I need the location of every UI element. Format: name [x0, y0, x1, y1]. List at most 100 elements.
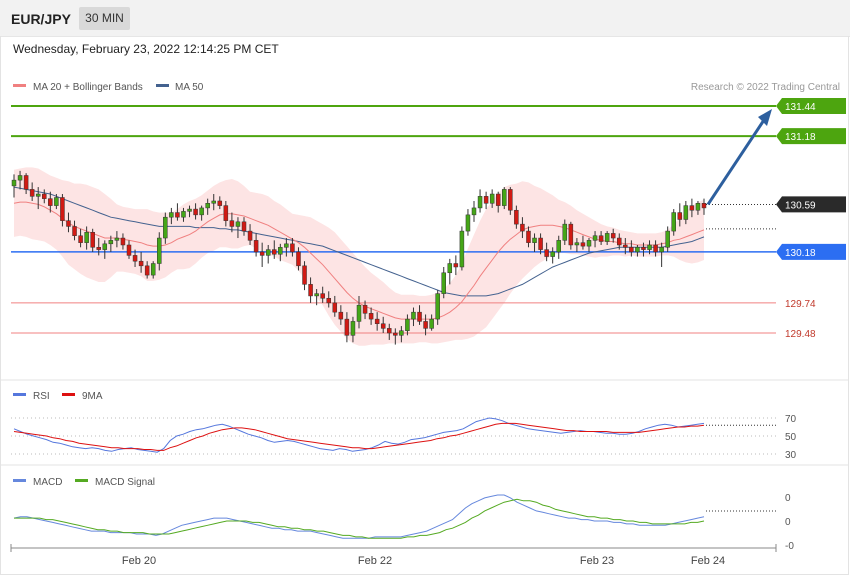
candle-body — [48, 198, 53, 206]
candle-body — [356, 304, 362, 322]
candle-body — [241, 221, 247, 232]
candle-body — [17, 175, 23, 181]
time-tick-label: Feb 24 — [691, 555, 725, 567]
ma20-legend-label: MA 20 + Bollinger Bands — [33, 82, 143, 93]
candle-body — [247, 230, 253, 241]
macd-line — [13, 494, 705, 539]
ma20-legend-swatch — [13, 84, 26, 87]
macd-signal-legend-label: MACD Signal — [95, 477, 155, 488]
resistance-price-tag — [776, 128, 846, 145]
macd-tick-label: -0 — [785, 541, 794, 552]
candle-body — [253, 240, 259, 253]
candlesticks — [11, 170, 707, 345]
candle-body — [175, 212, 180, 218]
candle-body — [205, 203, 210, 209]
bollinger-band-area — [14, 167, 704, 346]
candle-body — [489, 193, 495, 204]
candle-body — [380, 323, 386, 329]
candle-body — [550, 251, 555, 257]
time-axis: Feb 20 Feb 22 Feb 23 Feb 24 — [10, 544, 777, 567]
candle-body — [308, 284, 313, 297]
candle-body — [574, 242, 580, 246]
rsi-ma-legend-label: 9MA — [82, 391, 103, 402]
projection-arrow-shaft — [706, 119, 766, 206]
candle-body — [163, 216, 168, 239]
macd-signal-legend-swatch — [75, 479, 88, 482]
rsi-tick-label: 30 — [785, 450, 797, 461]
candle-body — [502, 189, 507, 206]
ma50-line — [13, 186, 705, 297]
candle-body — [689, 205, 695, 211]
rsi-line — [13, 417, 705, 453]
candle-body — [617, 237, 622, 246]
candle-body — [96, 247, 101, 250]
candle-body — [411, 311, 416, 320]
candle-body — [150, 263, 156, 276]
candle-body — [102, 243, 108, 250]
ma50-legend-label: MA 50 — [175, 82, 204, 93]
rsi-ma-legend-swatch — [62, 393, 75, 396]
candle-body — [556, 240, 561, 253]
candle-body — [42, 193, 47, 199]
candle-body — [629, 247, 634, 253]
symbol-title: EUR/JPY — [11, 11, 71, 27]
candle-body — [23, 175, 29, 190]
candle-body — [477, 196, 483, 209]
candle-body — [350, 321, 356, 336]
candle-body — [495, 193, 501, 206]
candle-body — [701, 203, 707, 209]
candle-body — [586, 240, 592, 247]
candle-body — [138, 260, 144, 267]
rsi-ma-line — [13, 422, 705, 451]
candle-body — [199, 207, 204, 216]
candle-body — [217, 200, 223, 206]
candle-body — [332, 302, 338, 313]
candle-body — [60, 197, 65, 221]
candle-body — [35, 193, 41, 197]
credit-text: Research © 2022 Trading Central — [691, 82, 840, 93]
candle-body — [568, 223, 574, 246]
candle-body — [108, 240, 114, 245]
macd-signal-line — [14, 498, 705, 539]
candle-body — [653, 244, 658, 253]
rsi-legend-swatch — [13, 393, 26, 396]
candle-body — [344, 318, 350, 336]
rsi-pane: 70 50 30 — [11, 414, 797, 461]
candle-body — [417, 311, 422, 322]
candle-body — [405, 318, 410, 331]
candle-body — [187, 208, 192, 212]
candle-body — [483, 196, 489, 204]
candle-body — [471, 207, 477, 216]
candle-body — [677, 212, 683, 220]
candle-body — [368, 313, 374, 320]
time-tick-label: Feb 23 — [580, 555, 614, 567]
candle-body — [211, 200, 216, 204]
candle-body — [659, 247, 664, 253]
candle-body — [520, 223, 525, 232]
candle-body — [223, 205, 229, 221]
candle-body — [514, 209, 519, 225]
candle-body — [459, 230, 465, 268]
candle-body — [272, 249, 277, 255]
candle-body — [320, 293, 325, 299]
candle-body — [562, 223, 568, 241]
bollinger-band — [14, 167, 704, 346]
candle-body — [132, 255, 138, 262]
candle-body — [447, 263, 453, 274]
candle-body — [671, 212, 676, 232]
price-levels: 131.44 131.18 130.59 130.18 129.74 129.48 — [11, 98, 846, 340]
candle-body — [193, 208, 198, 216]
candle-body — [532, 237, 537, 243]
timeframe-button[interactable]: 30 MIN — [79, 7, 130, 30]
candle-body — [338, 311, 344, 320]
candle-body — [302, 265, 307, 285]
candle-body — [526, 230, 531, 243]
candle-body — [635, 247, 640, 253]
candle-body — [610, 233, 616, 239]
macd-legend-swatch — [13, 479, 26, 482]
candle-body — [314, 293, 319, 297]
candle-body — [11, 179, 17, 187]
candle-body — [441, 272, 446, 294]
candle-body — [235, 221, 241, 227]
macd-tick-label: 0 — [785, 517, 791, 528]
